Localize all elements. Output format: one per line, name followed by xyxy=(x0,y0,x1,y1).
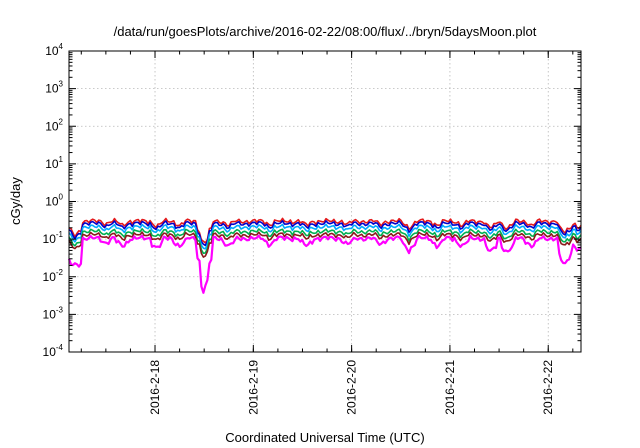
y-tick-label: 10-2 xyxy=(43,268,64,284)
y-axis-label: cGy/day xyxy=(8,177,23,225)
series-line xyxy=(68,217,582,244)
series-line xyxy=(68,220,582,247)
x-tick-label: 2016-2-22 xyxy=(541,360,555,415)
y-tick-label: 10-3 xyxy=(43,305,64,321)
y-axis-ticks: 10-4 10-3 10-2 10-1 100 101 102 103 104 xyxy=(43,42,581,359)
x-tick-label: 2016-2-18 xyxy=(148,360,162,415)
y-tick-label: 104 xyxy=(45,42,63,58)
y-tick-label: 100 xyxy=(45,193,63,209)
x-tick-label: 2016-2-21 xyxy=(443,360,457,415)
grid xyxy=(69,51,581,352)
y-tick-label: 10-4 xyxy=(43,343,64,359)
series-line xyxy=(68,223,582,250)
x-axis-ticks: 2016-2-18 2016-2-19 2016-2-20 2016-2-21 2016… xyxy=(80,51,574,415)
series-line xyxy=(67,234,582,294)
x-tick-label: 2016-2-20 xyxy=(345,360,359,415)
y-tick-label: 10-1 xyxy=(43,230,64,246)
y-tick-label: 103 xyxy=(45,80,63,96)
y-tick-label: 101 xyxy=(45,155,63,171)
x-tick-label: 2016-2-19 xyxy=(246,360,260,415)
x-axis-label: Coordinated Universal Time (UTC) xyxy=(225,430,424,445)
series-line xyxy=(68,231,582,258)
data-series xyxy=(67,217,582,294)
series-line xyxy=(68,228,582,255)
chart-title: /data/run/goesPlots/archive/2016-02-22/0… xyxy=(114,24,537,39)
y-tick-label: 102 xyxy=(45,117,63,133)
